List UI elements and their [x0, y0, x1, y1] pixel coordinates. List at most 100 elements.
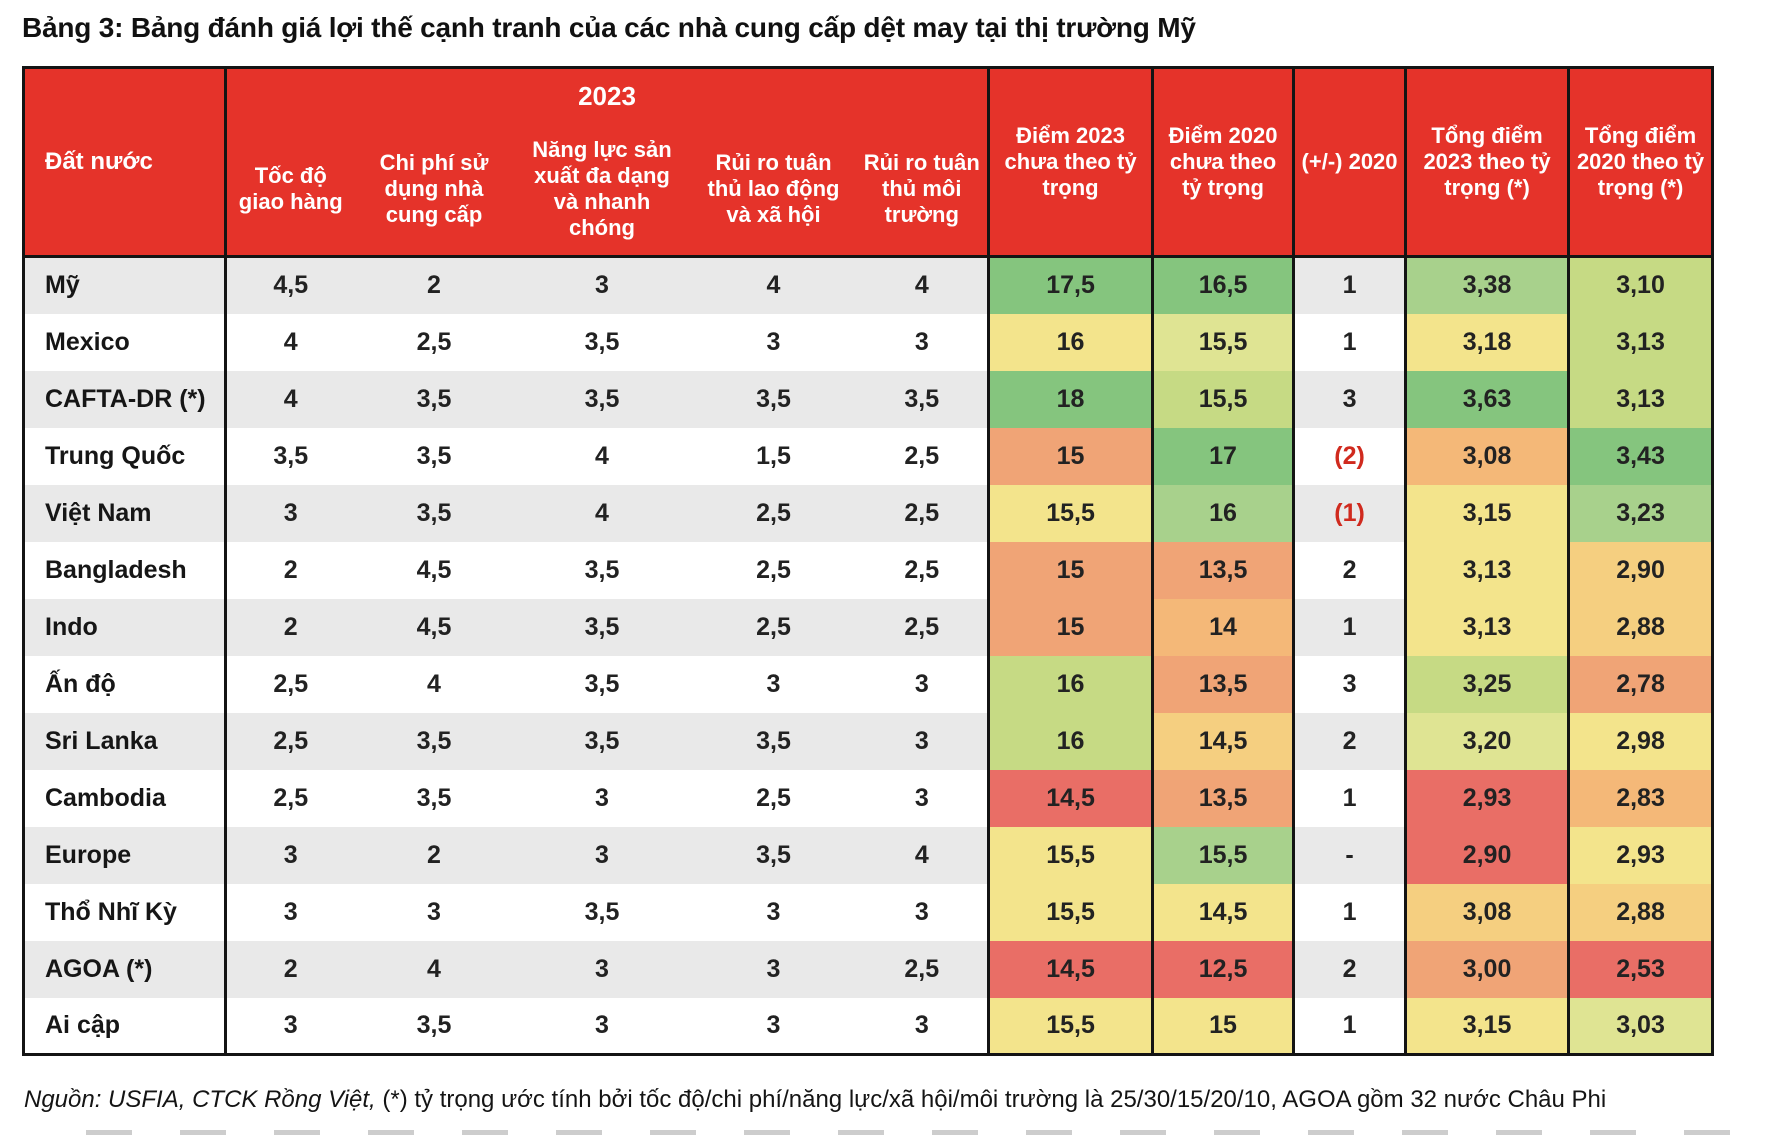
- cell-delta2020: 2: [1292, 541, 1406, 599]
- cell-score2020: 16,5: [1151, 256, 1294, 314]
- cell-env-risk: 3: [914, 669, 929, 698]
- footnote-note: (*) tỷ trọng ước tính bởi tốc độ/chi phí…: [375, 1086, 1607, 1113]
- cell-speed: 3,5: [273, 441, 309, 470]
- cell-country: Ấn độ: [23, 655, 227, 713]
- cell-env-risk: 3: [914, 1010, 929, 1039]
- table-row: Trung Quốc 3,5 3,5 4 1,5 2,5 15 17 (2) 3,08 3,43: [23, 427, 1713, 485]
- cell-weighted2020: 2,93: [1567, 826, 1713, 884]
- cell-delta2020: 1: [1292, 598, 1406, 656]
- table-row: Indo 2 4,5 3,5 2,5 2,5 15 14 1 3,13 2,88: [23, 598, 1713, 656]
- cell-score2023: 15,5: [987, 826, 1153, 884]
- cell-score2023: 14,5: [987, 769, 1153, 827]
- cell-delta2020: 1: [1292, 769, 1406, 827]
- table-row: Mexico 4 2,5 3,5 3 3 16 15,5 1 3,18 3,13: [23, 313, 1713, 371]
- cell-delta2020: 1: [1292, 256, 1406, 314]
- cell-capacity: 3,5: [584, 327, 620, 356]
- cell-weighted2020: 3,23: [1567, 484, 1713, 542]
- cell-country: Indo: [23, 598, 227, 656]
- cell-score2023: 18: [987, 370, 1153, 428]
- cell-delta2020: 1: [1292, 997, 1406, 1055]
- cell-env-risk: 2,5: [904, 498, 940, 527]
- cell-country: Europe: [23, 826, 227, 884]
- cell-country: Mexico: [23, 313, 227, 371]
- cell-score2020: 15,5: [1151, 370, 1294, 428]
- cell-delta2020: 1: [1292, 883, 1406, 941]
- cell-weighted2020: 2,88: [1567, 598, 1713, 656]
- table-row: Ai cập 3 3,5 3 3 3 15,5 15 1 3,15 3,03: [23, 997, 1713, 1055]
- table-row: AGOA (*) 2 4 3 3 2,5 14,5 12,5 2 3,00 2,53: [23, 940, 1713, 998]
- cell-score2020: 15,5: [1151, 826, 1294, 884]
- cell-capacity: 4: [595, 498, 609, 527]
- cell-env-risk: 4: [914, 271, 929, 300]
- cell-labor-risk: 3,5: [756, 840, 791, 869]
- table-row: Thổ Nhĩ Kỳ 3 3 3,5 3 3 15,5 14,5 1 3,08 2,88: [23, 883, 1713, 941]
- cell-capacity: 3: [595, 840, 609, 869]
- table-body: Mỹ 4,5 2 3 4 4 17,5 16,5 1 3,38 3,10 Mexico 4 2,5 3,5 3…: [23, 256, 1713, 1055]
- table-row: Bangladesh 2 4,5 3,5 2,5 2,5 15 13,5 2 3,13 2,90: [23, 541, 1713, 599]
- cell-score2023: 16: [987, 313, 1153, 371]
- cell-speed: 2,5: [273, 669, 309, 698]
- cell-env-risk: 3,5: [904, 384, 940, 413]
- cell-capacity: 3: [595, 271, 609, 300]
- col-header-supplier-cost: Chi phí sử dụng nhà cung cấp: [354, 123, 514, 257]
- cell-speed: 3: [283, 1010, 298, 1039]
- cell-weighted2023: 3,00: [1404, 940, 1569, 998]
- cell-weighted2020: 2,88: [1567, 883, 1713, 941]
- source-footnote: Nguồn: USFIA, CTCK Rồng Việt, (*) tỷ trọ…: [24, 1086, 1606, 1114]
- cell-capacity: 3,5: [584, 669, 620, 698]
- cell-cost: 2: [427, 271, 441, 300]
- cell-weighted2020: 3,13: [1567, 313, 1713, 371]
- cell-weighted2023: 3,13: [1404, 541, 1569, 599]
- cell-country: Bangladesh: [23, 541, 227, 599]
- cell-score2023: 15: [987, 541, 1153, 599]
- cell-env-risk: 2,5: [904, 954, 940, 983]
- cell-score2020: 15: [1151, 997, 1294, 1055]
- cell-env-risk: 3: [914, 726, 929, 755]
- col-header-score2023: Điểm 2023 chưa theo tỷ trọng: [987, 67, 1153, 257]
- cell-speed: 2: [283, 612, 298, 641]
- cell-env-risk: 3: [914, 327, 929, 356]
- cell-capacity: 3,5: [584, 612, 620, 641]
- cell-weighted2023: 2,90: [1404, 826, 1569, 884]
- cell-weighted2023: 3,63: [1404, 370, 1569, 428]
- cell-capacity: 3: [595, 954, 609, 983]
- cell-env-risk: 2,5: [904, 612, 940, 641]
- cell-weighted2020: 2,90: [1567, 541, 1713, 599]
- competitive-advantage-table: Đất nước 2023 Điểm 2023 chưa theo tỷ trọ…: [22, 66, 1715, 1056]
- cell-cost: 2,5: [416, 327, 452, 356]
- cell-score2020: 16: [1151, 484, 1294, 542]
- cell-delta2020: (2): [1292, 427, 1406, 485]
- cell-labor-risk: 3: [766, 954, 781, 983]
- cell-labor-risk: 3: [766, 897, 781, 926]
- cell-score2020: 17: [1151, 427, 1294, 485]
- cell-labor-risk: 2,5: [756, 612, 791, 641]
- table-row: Europe 3 2 3 3,5 4 15,5 15,5-2,90 2,93: [23, 826, 1713, 884]
- cell-score2023: 16: [987, 712, 1153, 770]
- cell-speed: 4: [283, 327, 298, 356]
- cell-score2020: 13,5: [1151, 769, 1294, 827]
- cell-speed: 4,5: [273, 271, 309, 300]
- cell-weighted2020: 2,83: [1567, 769, 1713, 827]
- col-header-weighted2023: Tổng điểm 2023 theo tỷ trọng (*): [1404, 67, 1569, 257]
- cell-capacity: 3,5: [584, 897, 620, 926]
- cell-country: Việt Nam: [23, 484, 227, 542]
- table-title: Bảng 3: Bảng đánh giá lợi thế cạnh tranh…: [22, 12, 1196, 43]
- cell-weighted2020: 2,53: [1567, 940, 1713, 998]
- cell-capacity: 3,5: [584, 555, 620, 584]
- cell-speed: 3: [283, 897, 298, 926]
- col-header-production-capacity: Năng lực sản xuất đa dạng và nhanh chóng: [513, 123, 691, 257]
- cell-score2023: 15: [987, 427, 1153, 485]
- col-header-environment-risk: Rủi ro tuân thủ môi trường: [856, 123, 989, 257]
- cell-score2020: 13,5: [1151, 541, 1294, 599]
- cell-env-risk: 3: [914, 897, 929, 926]
- cell-weighted2023: 3,18: [1404, 313, 1569, 371]
- col-header-labor-risk: Rủi ro tuân thủ lao động và xã hội: [690, 123, 857, 257]
- cell-weighted2023: 3,15: [1404, 997, 1569, 1055]
- cell-cost: 3,5: [416, 498, 452, 527]
- cell-cost: 3,5: [416, 384, 452, 413]
- cell-labor-risk: 1,5: [756, 441, 791, 470]
- cell-weighted2023: 3,13: [1404, 598, 1569, 656]
- table-row: CAFTA-DR (*) 4 3,5 3,5 3,5 3,5 18 15,5 3 3,63 3,13: [23, 370, 1713, 428]
- cell-weighted2020: 3,03: [1567, 997, 1713, 1055]
- cell-country: AGOA (*): [23, 940, 227, 998]
